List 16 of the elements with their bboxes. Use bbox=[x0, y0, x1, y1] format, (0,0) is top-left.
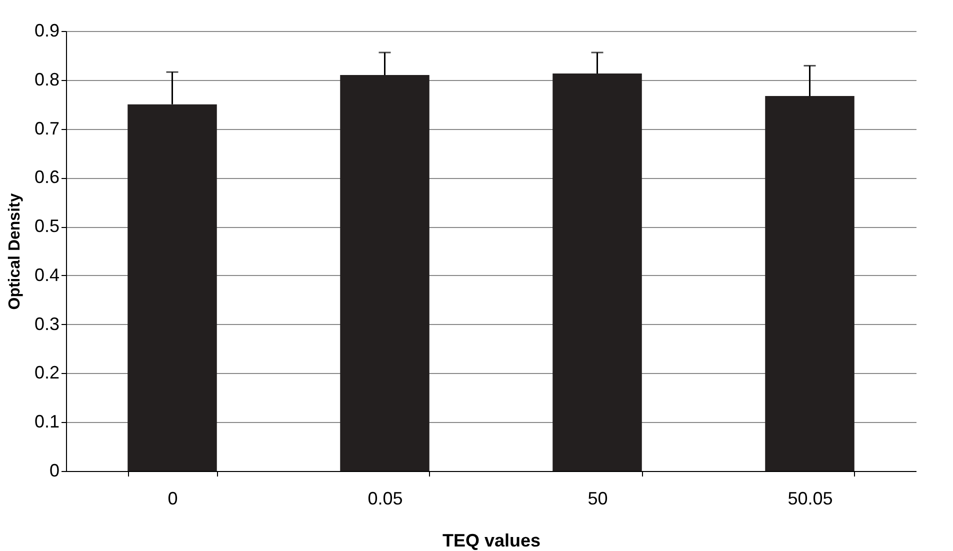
y-tick-label: 0.9 bbox=[34, 20, 60, 40]
y-tick-label: 0.4 bbox=[34, 264, 60, 285]
y-tick-label: 0.1 bbox=[34, 412, 60, 432]
y-tick-label: 0.8 bbox=[34, 69, 60, 90]
y-tick-label: 0.6 bbox=[34, 167, 60, 188]
y-tick-label: 0.5 bbox=[34, 216, 60, 236]
x-tick-label: 50 bbox=[588, 488, 608, 508]
x-tick-label: 50.05 bbox=[788, 488, 833, 508]
y-tick-label: 0.3 bbox=[34, 314, 60, 334]
x-tick-label: 0 bbox=[168, 488, 178, 508]
y-tick-label: 0.7 bbox=[34, 118, 60, 138]
x-axis-title: TEQ values bbox=[442, 530, 541, 550]
y-tick-label: 0 bbox=[49, 460, 60, 480]
y-tick-label: 0.2 bbox=[34, 362, 60, 383]
x-tick-label: 0.05 bbox=[368, 488, 403, 508]
y-axis-title: Optical Density bbox=[6, 193, 24, 310]
